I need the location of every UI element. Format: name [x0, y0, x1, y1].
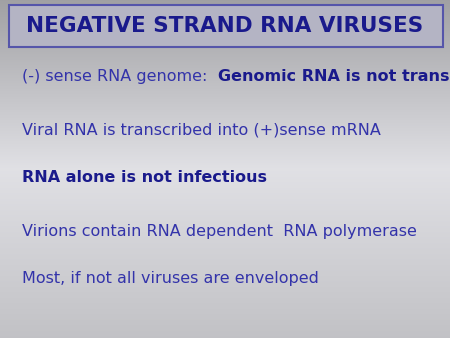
Text: RNA alone is not infectious: RNA alone is not infectious: [22, 170, 267, 185]
Text: NEGATIVE STRAND RNA VIRUSES: NEGATIVE STRAND RNA VIRUSES: [27, 16, 423, 36]
Text: Viral RNA is transcribed into (+)sense mRNA: Viral RNA is transcribed into (+)sense m…: [22, 123, 382, 138]
FancyBboxPatch shape: [9, 5, 443, 47]
Text: Virions contain RNA dependent  RNA polymerase: Virions contain RNA dependent RNA polyme…: [22, 224, 418, 239]
Text: Genomic RNA is not translatable: Genomic RNA is not translatable: [218, 69, 450, 83]
Text: (-) sense RNA genome:: (-) sense RNA genome:: [22, 69, 218, 83]
Text: Most, if not all viruses are enveloped: Most, if not all viruses are enveloped: [22, 271, 319, 286]
